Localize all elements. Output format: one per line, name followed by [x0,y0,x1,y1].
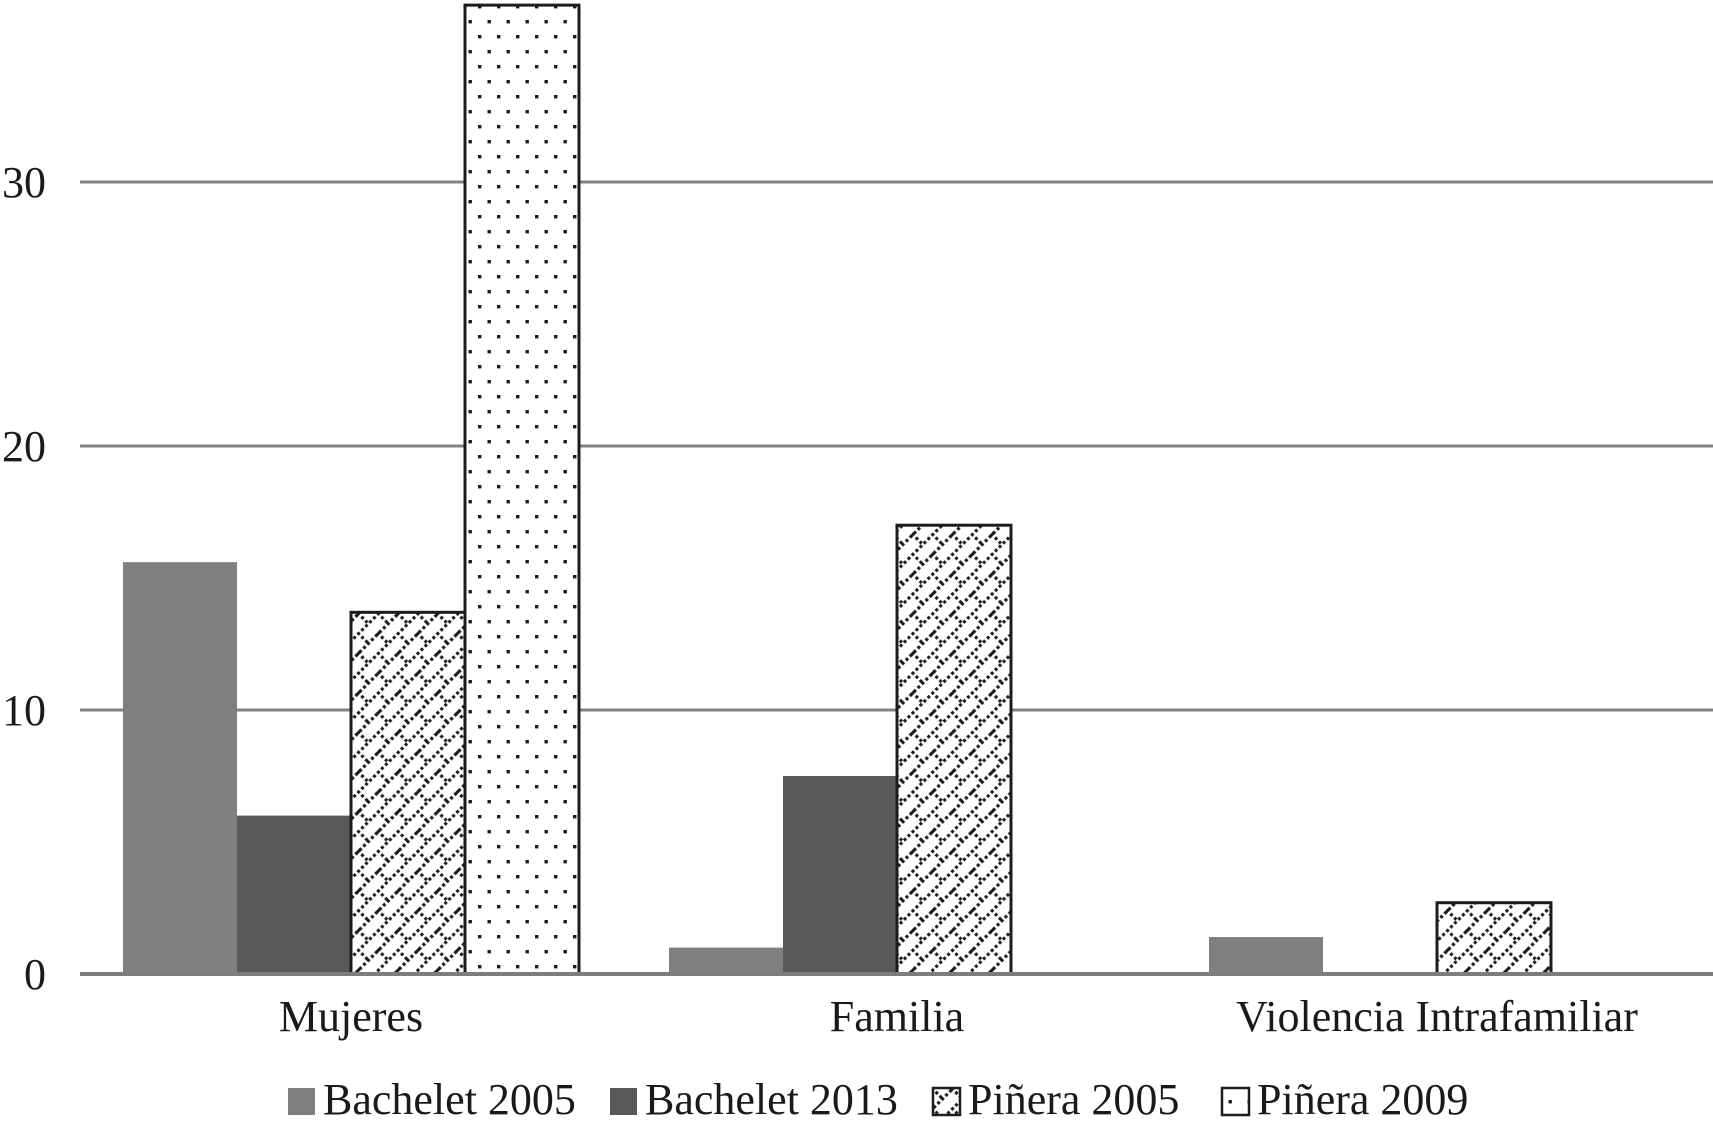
legend-swatch-bachelet-2005 [288,1088,315,1115]
y-tick-label-20: 20 [2,422,46,471]
bar-pinera-2009-mujeres [463,3,581,976]
bar-pinera-2005-violencia-intrafamiliar [1435,901,1553,976]
bar-bachelet-2005-violencia-intrafamiliar [1209,937,1323,974]
legend-swatch-pinera-2005 [931,1086,962,1117]
x-label-familia: Familia [830,992,964,1041]
legend-swatch-bachelet-2013 [610,1088,637,1115]
legend-label-bachelet-2005: Bachelet 2005 [323,1075,576,1124]
bar-bachelet-2013-familia [783,776,897,974]
y-tick-label-0: 0 [24,950,46,999]
bar-pinera-2005-familia [895,523,1013,976]
legend-swatch-pinera-2009 [1220,1086,1251,1117]
bar-bachelet-2005-mujeres [123,562,237,974]
legend-label-pinera-2005: Piñera 2005 [968,1075,1179,1124]
y-tick-label-10: 10 [2,686,46,735]
bar-pinera-2005-mujeres [349,610,467,976]
x-label-violencia-intrafamiliar: Violencia Intrafamiliar [1236,992,1638,1041]
bar-bachelet-2013-mujeres [237,815,351,974]
bar-bachelet-2005-familia [669,947,783,974]
legend: Bachelet 2005 Bachelet 2013 Piñera 2005 Piñ… [288,1075,1468,1124]
legend-label-pinera-2009: Piñera 2009 [1257,1075,1468,1124]
y-tick-label-30: 30 [2,158,46,207]
x-label-mujeres: Mujeres [279,992,423,1041]
legend-label-bachelet-2013: Bachelet 2013 [645,1075,898,1124]
